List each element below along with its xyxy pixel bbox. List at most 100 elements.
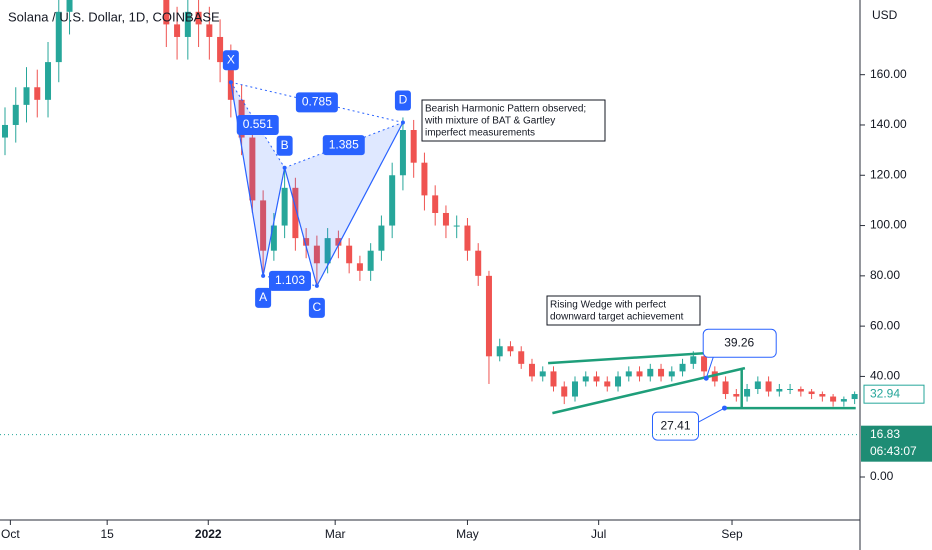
ratio-label: 0.785 [302, 95, 332, 109]
pattern-leg [284, 167, 318, 287]
callout-point [721, 405, 727, 411]
candle-body [744, 388, 751, 397]
candle-body [615, 376, 622, 387]
y-tick-label: 100.00 [870, 218, 907, 232]
x-tick-label: May [456, 527, 479, 541]
pattern-point [261, 273, 266, 278]
candle-body [249, 137, 256, 201]
ratio-box [295, 92, 338, 113]
candle-body [561, 386, 568, 397]
x-tick-label: Oct [1, 527, 20, 541]
candle-body [518, 351, 525, 364]
x-tick-label: Sep [721, 527, 743, 541]
callout-box [702, 328, 777, 358]
pattern-leg [316, 122, 404, 287]
x-tick-label: 15 [100, 527, 114, 541]
y-tick-label: 60.00 [870, 318, 900, 332]
note-text: with mixture of BAT & Gartley [424, 116, 555, 127]
pattern-leg [262, 167, 286, 276]
point-box [276, 135, 293, 156]
callout-point [703, 375, 709, 381]
candle-body [647, 368, 654, 377]
pattern-point [282, 165, 287, 170]
price-line-label: 16.83 [870, 427, 900, 441]
price-line-timer: 06:43:07 [870, 444, 917, 458]
candle-body [399, 130, 406, 176]
ratio-box [269, 270, 312, 291]
candle-body [346, 245, 353, 264]
callout-box [651, 411, 699, 441]
chart-title: Solana / U.S. Dollar, 1D, COINBASE [8, 9, 220, 24]
candle-body [507, 346, 514, 352]
pattern-point [228, 80, 233, 85]
candle-body [292, 187, 299, 239]
candle-body [367, 250, 374, 271]
ratio-label: 0.551 [243, 117, 273, 131]
ratio-box [322, 135, 365, 156]
candle-body [378, 225, 385, 251]
wedge-line [552, 366, 746, 415]
y-tick-label: 80.00 [870, 268, 900, 282]
candle-body [163, 0, 170, 25]
candle-body [733, 394, 740, 397]
candle-body [303, 238, 310, 246]
price-line-box [861, 425, 932, 462]
candle-body [45, 62, 52, 100]
candle-body [281, 187, 288, 226]
point-box [222, 50, 239, 71]
last-price-box [863, 384, 925, 404]
note-text: downward target achievement [550, 312, 684, 323]
candle-body [217, 36, 224, 63]
candle-body [34, 87, 41, 100]
y-tick-label: 0.00 [870, 469, 894, 483]
candle-body [808, 391, 815, 395]
candle-body [464, 225, 471, 251]
candle-body [701, 356, 708, 372]
candle-body [722, 381, 729, 395]
candle-body [765, 381, 772, 392]
point-label: C [313, 300, 322, 314]
ratio-line [284, 121, 404, 169]
candle-body [335, 238, 342, 246]
candle-body [625, 371, 632, 377]
candle-body [668, 371, 675, 377]
x-tick-label: Jul [591, 527, 606, 541]
ratio-box [236, 114, 279, 135]
candle-body [690, 356, 697, 364]
candle-body [679, 363, 686, 372]
candle-body [593, 376, 600, 382]
candle-body [389, 175, 396, 226]
candle-body [206, 24, 213, 37]
callout-label: 39.26 [724, 335, 754, 349]
candle-body [442, 212, 449, 226]
candle-body [636, 371, 643, 377]
candle-body [410, 130, 417, 163]
candle-body [528, 363, 535, 377]
candle-body [485, 275, 492, 357]
candle-body [324, 238, 331, 264]
candle-body [23, 87, 30, 105]
point-box [255, 287, 272, 308]
plot-area: 0.551 0.785 1.385 1.103 X A B C D Bearish Harmoni… [2, 0, 858, 441]
candle-body [539, 371, 546, 377]
point-label: D [399, 93, 408, 107]
candle-body [356, 263, 363, 271]
point-box [394, 90, 411, 111]
candle-body [851, 394, 858, 400]
candle-body [12, 104, 19, 125]
y-tick-label: 140.00 [870, 117, 907, 131]
candle-body [658, 368, 665, 377]
note-box [421, 99, 606, 142]
candle-body [830, 396, 837, 402]
candle-body [432, 195, 439, 213]
candle-body [572, 381, 579, 397]
y-tick-label: 120.00 [870, 167, 907, 181]
note-text: Rising Wedge with perfect [550, 300, 666, 311]
callout-pointer [698, 407, 725, 423]
note-text: Bearish Harmonic Pattern observed; [425, 104, 586, 115]
candle-body [496, 346, 503, 357]
x-tick-label: Mar [325, 527, 346, 541]
candle-body [270, 225, 277, 251]
candle-body [2, 124, 9, 138]
candle-body [66, 0, 73, 12]
